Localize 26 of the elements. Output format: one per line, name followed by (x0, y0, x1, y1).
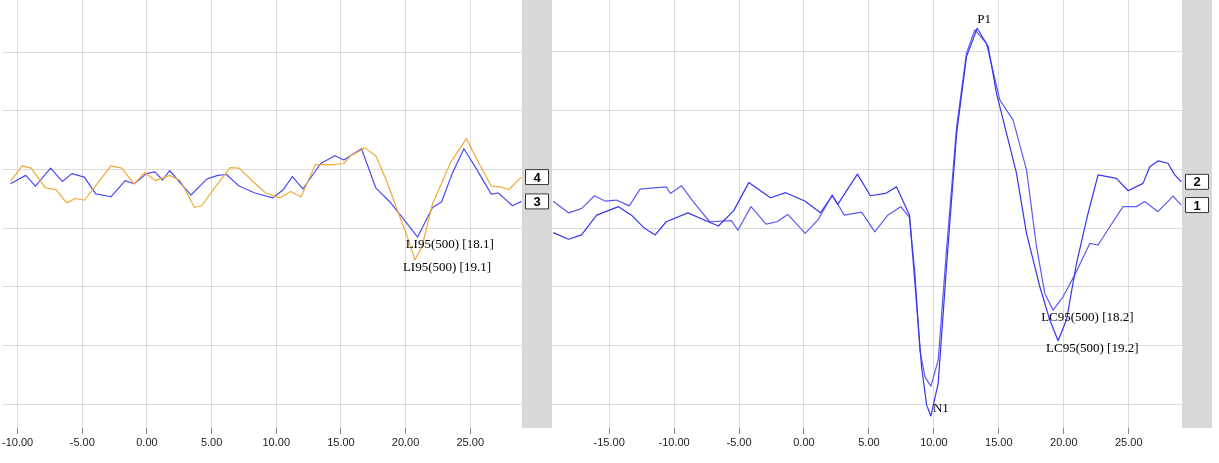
annotation: P1 (977, 11, 991, 27)
x-tick-label: -10.00 (658, 435, 690, 448)
x-tick-label: -5.00 (69, 435, 95, 448)
x-tick-label: -5.00 (726, 435, 752, 448)
x-tick-label: 25.00 (456, 435, 485, 448)
x-tick-label: 15.00 (327, 435, 355, 448)
series-label: 4 (533, 169, 542, 185)
x-tick-label: 5.00 (200, 435, 223, 448)
x-tick-label: 20.00 (1050, 435, 1078, 448)
x-tick-label: 10.00 (262, 435, 291, 448)
annotation: LC95(500) [19.2] (1046, 339, 1139, 355)
x-tick-label: 5.00 (858, 435, 880, 448)
x-tick-label: 25.00 (1114, 435, 1143, 448)
x-tick-label: 15.00 (985, 435, 1013, 448)
annotation: LC95(500) [18.2] (1041, 309, 1134, 325)
x-tick-label: -15.00 (593, 435, 625, 448)
x-tick-label: -10.00 (1, 435, 34, 448)
annotation: N1 (932, 399, 949, 415)
x-tick-label: 10.00 (920, 435, 948, 448)
annotation: LI95(500) [19.1] (402, 258, 491, 274)
x-tick-label: 20.00 (391, 435, 420, 448)
series-label: 1 (1193, 197, 1201, 213)
x-tick-label: 0.00 (793, 435, 815, 448)
x-tick-label: 0.00 (136, 435, 158, 448)
series-label: 2 (1193, 174, 1201, 190)
series-label: 3 (533, 193, 541, 209)
